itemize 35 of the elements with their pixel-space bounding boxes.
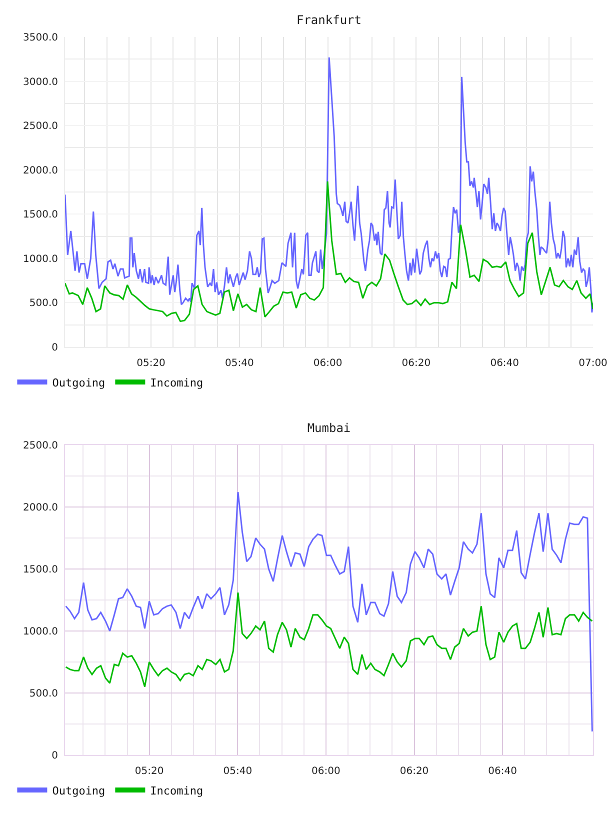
y-tick-label: 1500.0: [23, 210, 58, 221]
y-tick-label: 0: [52, 750, 58, 762]
x-tick-label: 05:20: [134, 766, 164, 777]
line-series: [65, 592, 593, 688]
y-tick-label: 0: [52, 342, 58, 354]
legend-label: Outgoing: [52, 376, 106, 390]
x-tick-label: 06:40: [490, 358, 520, 369]
chart-title: Frankfurt: [296, 13, 362, 28]
y-tick-label: 1000.0: [23, 626, 58, 638]
y-tick-label: 2500.0: [23, 440, 58, 452]
y-tick-label: 3000.0: [23, 76, 58, 88]
line-series: [65, 56, 593, 314]
y-tick-label: 1500.0: [23, 564, 58, 576]
x-tick-label: 05:40: [225, 358, 254, 369]
x-tick-label: 06:00: [312, 766, 340, 777]
line-series: [65, 180, 593, 322]
line-series: [65, 491, 593, 732]
legend-label: Incoming: [150, 784, 204, 798]
x-tick-label: 06:20: [402, 358, 431, 369]
y-tick-label: 500.0: [29, 688, 58, 700]
chart-title: Mumbai: [307, 421, 351, 436]
x-tick-label: 07:00: [578, 358, 608, 369]
x-tick-label: 06:00: [313, 358, 342, 369]
legend-label: Incoming: [150, 376, 204, 390]
y-tick-label: 2500.0: [23, 121, 58, 132]
x-tick-label: 05:20: [136, 358, 166, 369]
x-tick-label: 05:40: [223, 766, 252, 777]
x-tick-label: 06:40: [488, 766, 517, 777]
x-tick-label: 06:20: [400, 766, 429, 777]
y-tick-label: 500.0: [29, 298, 58, 310]
y-tick-label: 2000.0: [23, 502, 58, 514]
y-tick-label: 2000.0: [23, 165, 58, 176]
y-tick-label: 3500.0: [23, 32, 58, 44]
legend-label: Outgoing: [52, 784, 106, 798]
y-tick-label: 1000.0: [23, 254, 58, 265]
